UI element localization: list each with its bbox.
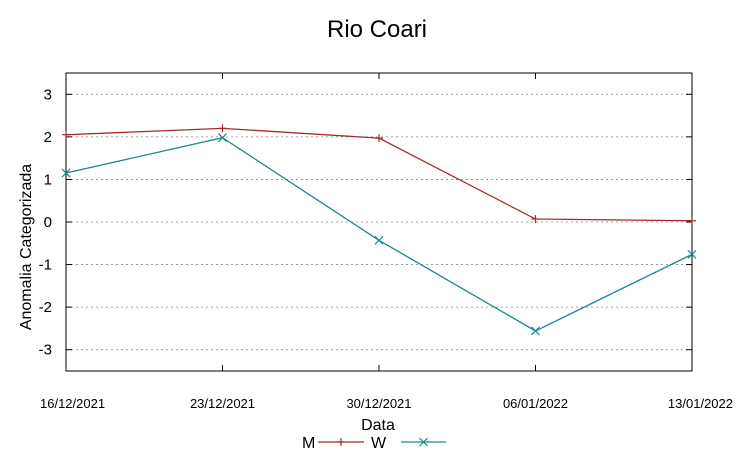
data-point-w: [374, 235, 384, 245]
y-tick-label: -3: [39, 342, 52, 359]
series-line-m: [65, 127, 693, 222]
data-point-w: [218, 133, 227, 143]
y-tick-label: 3: [44, 86, 52, 103]
axis-ticks: 3 2 1 0 -1 -2 -3 16/12/2021 23/12/2021 30/12/2021…: [39, 73, 733, 411]
y-tick-label: 1: [44, 171, 52, 188]
data-point-w: [687, 249, 697, 259]
marker-stroke: [218, 133, 227, 143]
plot-frame: [65, 72, 693, 372]
series-layer: [61, 124, 697, 336]
data-point-w: [61, 168, 71, 178]
series-line-w: [65, 137, 693, 332]
x-tick-label: 13/01/2022: [668, 396, 733, 411]
y-tick-label: 0: [44, 214, 52, 231]
x-axis-label: Data: [361, 417, 395, 434]
x-tick-label: 16/12/2021: [40, 396, 105, 411]
x-tick-label: 06/01/2022: [503, 396, 568, 411]
data-point-w: [531, 326, 540, 336]
data-point-m: [375, 134, 383, 143]
marker-stroke: [374, 235, 384, 245]
marker-stroke: [61, 168, 71, 178]
marker-stroke: [687, 249, 697, 259]
legend-marker-m: [337, 438, 345, 446]
data-point-m: [531, 215, 540, 224]
y-tick-label: -1: [39, 257, 52, 274]
data-point-m: [218, 124, 227, 133]
data-point-m: [62, 130, 70, 139]
legend-marker-w: [419, 437, 428, 447]
marker-stroke: [419, 437, 428, 447]
y-tick-label: -2: [39, 299, 52, 316]
chart-title: Rio Coari: [327, 16, 427, 43]
marker-stroke: [531, 326, 540, 336]
legend-label-m: M: [302, 435, 315, 452]
x-tick-label: 23/12/2021: [190, 396, 255, 411]
x-tick-label: 30/12/2021: [346, 396, 411, 411]
grid-lines: [66, 93, 692, 351]
data-point-m: [688, 216, 696, 225]
legend-label-w: W: [371, 435, 387, 452]
y-tick-label: 2: [44, 129, 52, 146]
y-axis-label: Anomalia Categorizada: [18, 164, 35, 330]
